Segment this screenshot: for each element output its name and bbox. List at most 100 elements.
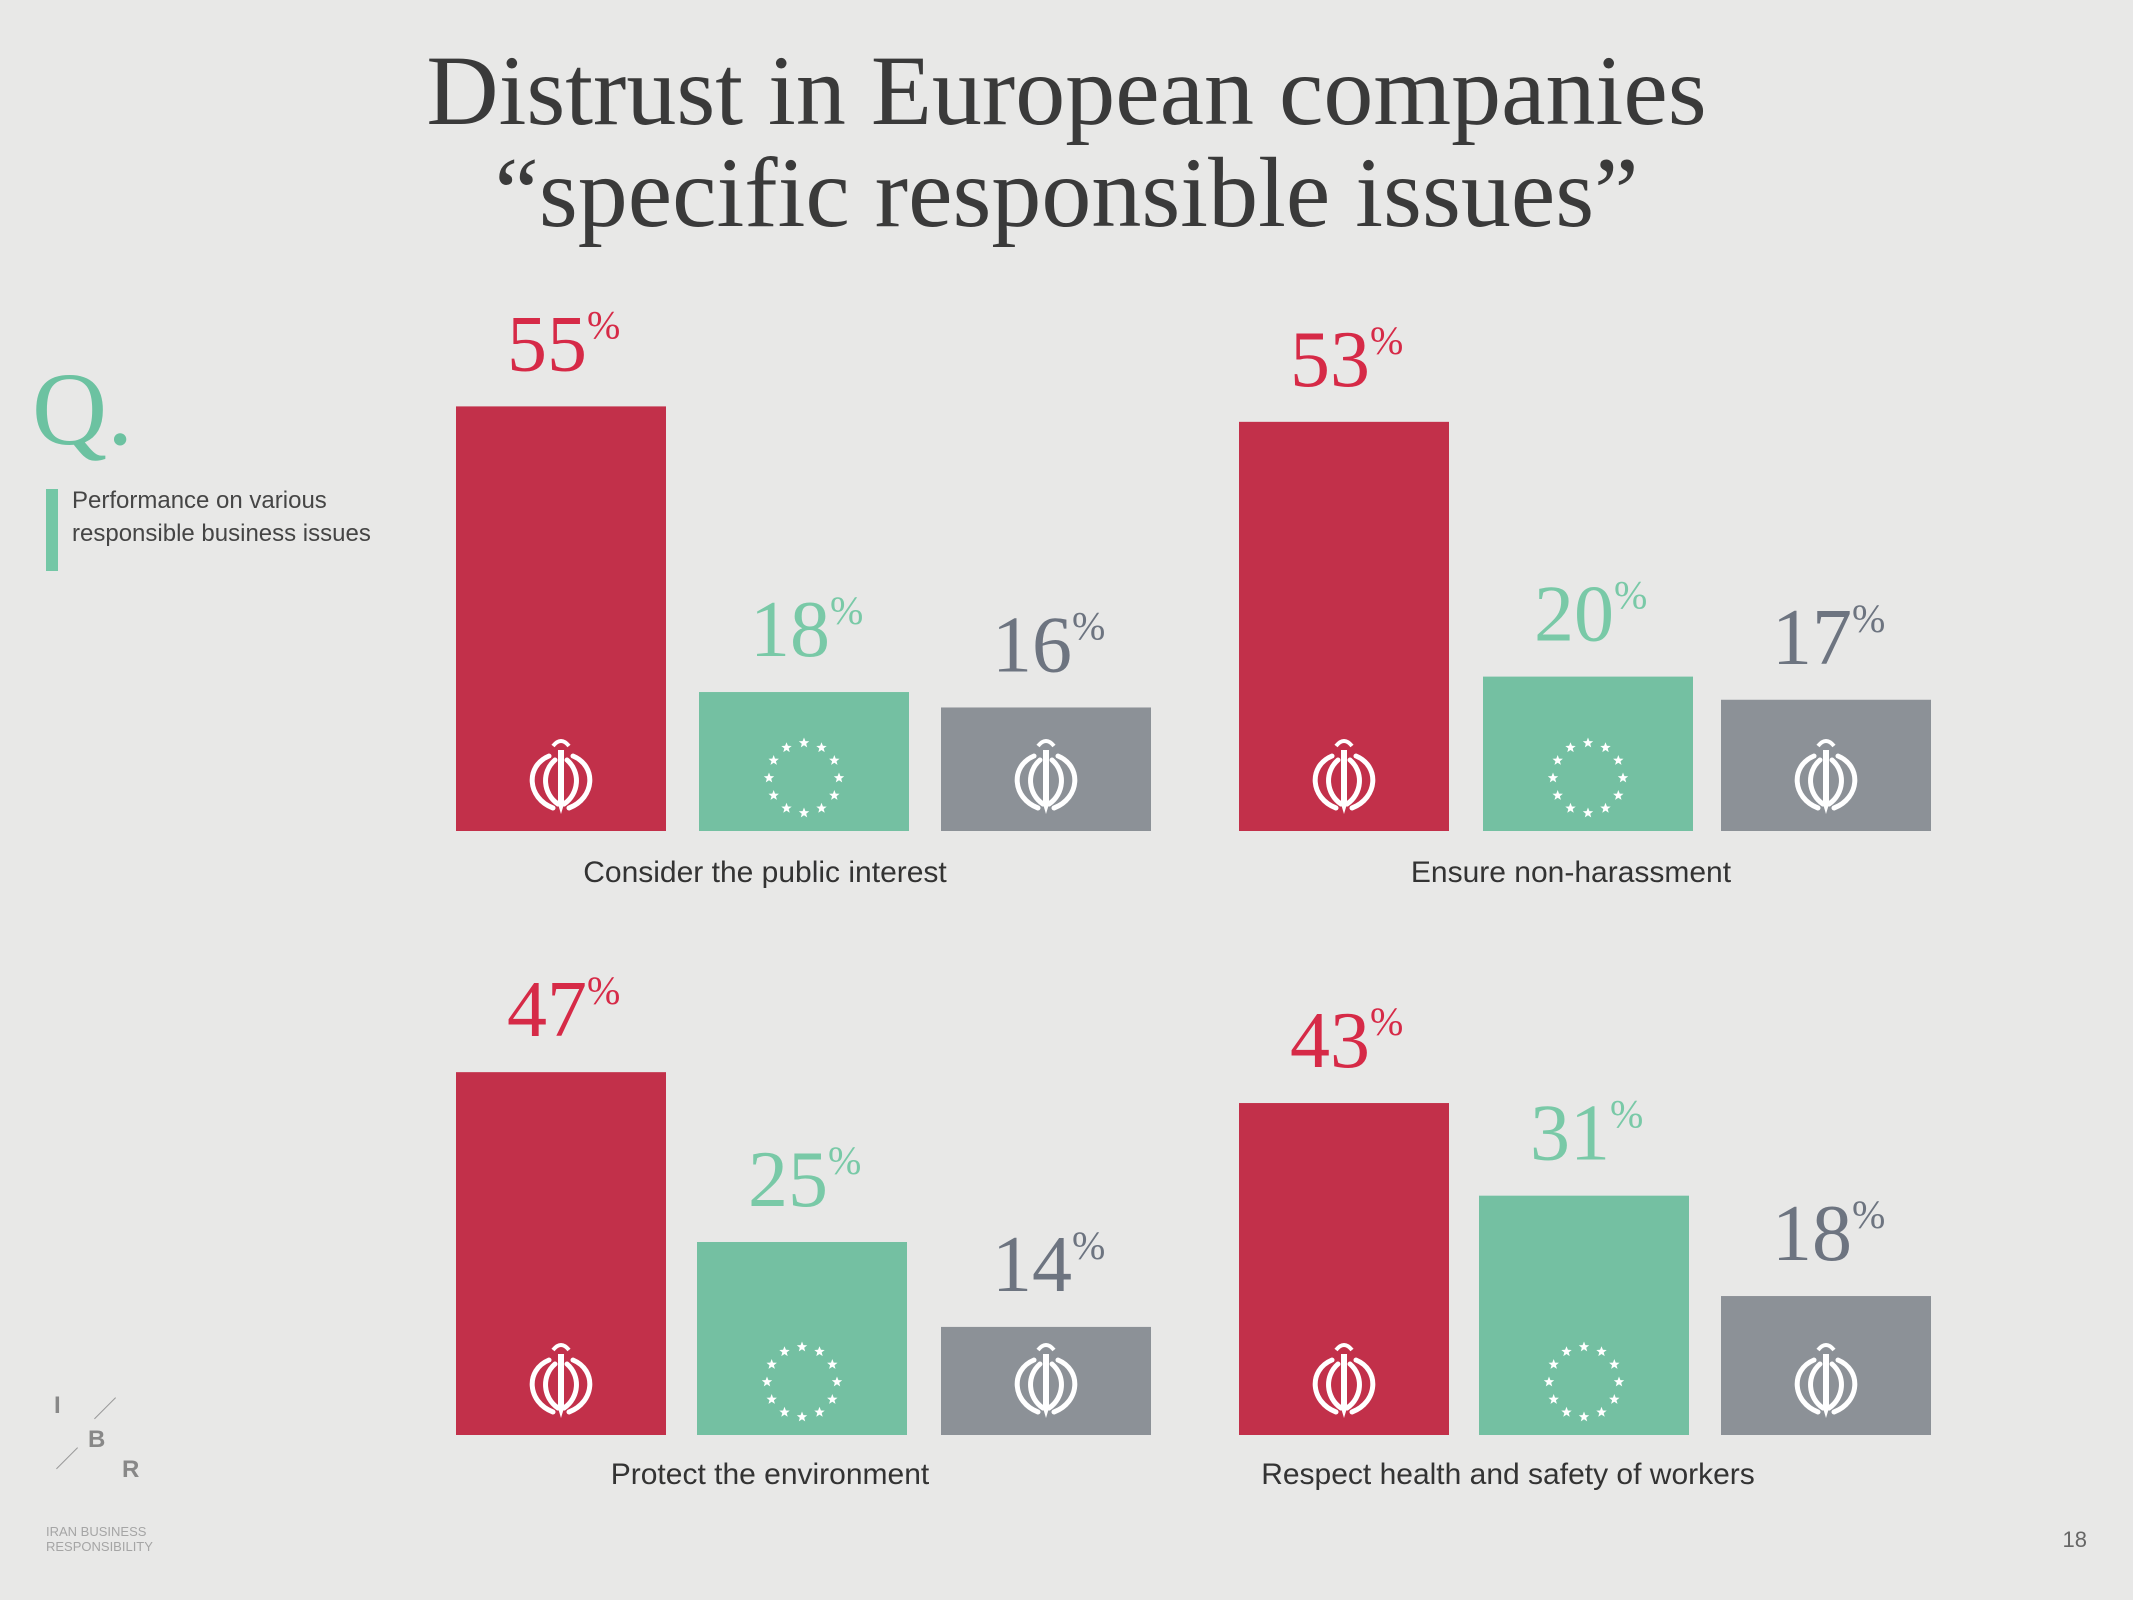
- eu-star: [816, 742, 827, 753]
- iran-emblem-icon: [529, 739, 593, 814]
- data-label: 43: [1290, 997, 1370, 1085]
- eu-star: [1547, 772, 1559, 783]
- data-label: 20: [1534, 571, 1614, 659]
- eu-star: [831, 1376, 843, 1387]
- chart-title: Respect health and safety of workers: [1261, 1458, 1755, 1491]
- data-label-unit: %: [830, 588, 863, 633]
- page-number: 18: [2062, 1527, 2087, 1552]
- eu-star: [1578, 1341, 1590, 1352]
- bar: [1479, 1195, 1689, 1435]
- eu-star: [816, 802, 827, 813]
- eu-star: [1561, 1346, 1572, 1357]
- eu-star: [1548, 1394, 1559, 1404]
- eu-star: [1565, 742, 1576, 753]
- data-label-unit: %: [1614, 573, 1647, 618]
- eu-star: [1552, 790, 1563, 800]
- logo-letter-r: R: [122, 1456, 140, 1483]
- data-label: 25: [748, 1136, 828, 1224]
- iran-emblem-icon: [1312, 739, 1376, 814]
- data-label-unit: %: [1852, 1192, 1885, 1237]
- eu-star: [1552, 755, 1563, 765]
- eu-stars-icon: [761, 1341, 843, 1422]
- data-label-unit: %: [828, 1138, 861, 1183]
- question-accent-bar: [46, 489, 58, 571]
- chart-title: Consider the public interest: [583, 856, 947, 889]
- eu-star: [1582, 737, 1594, 748]
- iran-emblem-icon: [1014, 1343, 1078, 1418]
- eu-star: [814, 1346, 825, 1357]
- eu-star: [1613, 1376, 1625, 1387]
- chart-panel: 47 %25 %14 %Protect the environment: [456, 966, 1151, 1491]
- page-title: Distrust in European companies “specific…: [0, 40, 2133, 244]
- eu-star: [1609, 1359, 1620, 1369]
- logo-subtitle-line-1: IRAN BUSINESS: [46, 1524, 147, 1539]
- eu-star: [1596, 1346, 1607, 1357]
- eu-star: [796, 1341, 808, 1352]
- eu-star: [779, 1406, 790, 1417]
- data-label-unit: %: [587, 302, 620, 347]
- eu-star: [796, 1411, 808, 1422]
- eu-stars-icon: [1543, 1341, 1625, 1422]
- chart-panel: 43 %31 %18 %Respect health and safety of wo…: [1239, 997, 1931, 1491]
- eu-star: [833, 772, 845, 783]
- eu-star: [827, 1359, 838, 1369]
- iran-emblem-icon: [529, 1343, 593, 1418]
- eu-star: [1565, 802, 1576, 813]
- iran-emblem-icon: [1794, 1343, 1858, 1418]
- bar: [697, 1242, 907, 1435]
- eu-star: [1600, 802, 1611, 813]
- data-label-unit: %: [1072, 1223, 1105, 1268]
- eu-star: [1617, 772, 1629, 783]
- question-text: Performance on various responsible busin…: [72, 487, 371, 547]
- iran-emblem-icon: [1794, 739, 1858, 814]
- eu-star: [763, 772, 775, 783]
- iran-emblem-icon: [1312, 1343, 1376, 1418]
- eu-star: [1613, 790, 1624, 800]
- data-label-unit: %: [1610, 1092, 1643, 1137]
- title-line-2: “specific responsible issues”: [494, 137, 1639, 248]
- eu-star: [781, 742, 792, 753]
- eu-star: [829, 755, 840, 765]
- logo-letter-i: I: [54, 1392, 61, 1419]
- logo-subtitle: IRAN BUSINESS RESPONSIBILITY: [46, 1524, 153, 1554]
- data-label-unit: %: [1072, 603, 1105, 648]
- title-line-1: Distrust in European companies: [426, 35, 1707, 146]
- eu-star: [1561, 1406, 1572, 1417]
- eu-star: [768, 755, 779, 765]
- eu-star: [814, 1406, 825, 1417]
- eu-star: [781, 802, 792, 813]
- eu-star: [1543, 1376, 1555, 1387]
- data-label: 14: [992, 1221, 1072, 1309]
- eu-stars-icon: [763, 737, 845, 818]
- eu-star: [1596, 1406, 1607, 1417]
- chart-panel: 55 %18% 16 %Consider the public interest: [456, 300, 1151, 889]
- data-label-unit: %: [1370, 318, 1403, 363]
- data-label: 17: [1772, 594, 1852, 682]
- logo-subtitle-line-2: RESPONSIBILITY: [46, 1539, 153, 1554]
- eu-star: [766, 1394, 777, 1404]
- data-label: 18: [1772, 1190, 1852, 1278]
- bar: [1483, 676, 1693, 831]
- eu-star: [798, 737, 810, 748]
- iran-emblem-icon: [1014, 739, 1078, 814]
- chart-title: Ensure non-harassment: [1411, 856, 1732, 889]
- data-label: 31: [1530, 1090, 1610, 1178]
- eu-star: [779, 1346, 790, 1357]
- eu-star: [827, 1394, 838, 1404]
- eu-star: [1609, 1394, 1620, 1404]
- data-label: 16: [992, 601, 1072, 689]
- data-label: 55: [507, 300, 587, 388]
- eu-star: [798, 807, 810, 818]
- chart-panel: 53 %20% 17 %Ensure non-harassment: [1239, 316, 1931, 889]
- eu-star: [768, 790, 779, 800]
- eu-star: [761, 1376, 773, 1387]
- eu-stars-icon: [1547, 737, 1629, 818]
- eu-star: [1578, 1411, 1590, 1422]
- data-label-unit: %: [1852, 596, 1885, 641]
- eu-star: [766, 1359, 777, 1369]
- eu-star: [1548, 1359, 1559, 1369]
- data-label: 47: [507, 966, 587, 1054]
- data-label-unit: %: [587, 968, 620, 1013]
- question-mark: Q.: [32, 352, 134, 467]
- data-label-unit: %: [1370, 999, 1403, 1044]
